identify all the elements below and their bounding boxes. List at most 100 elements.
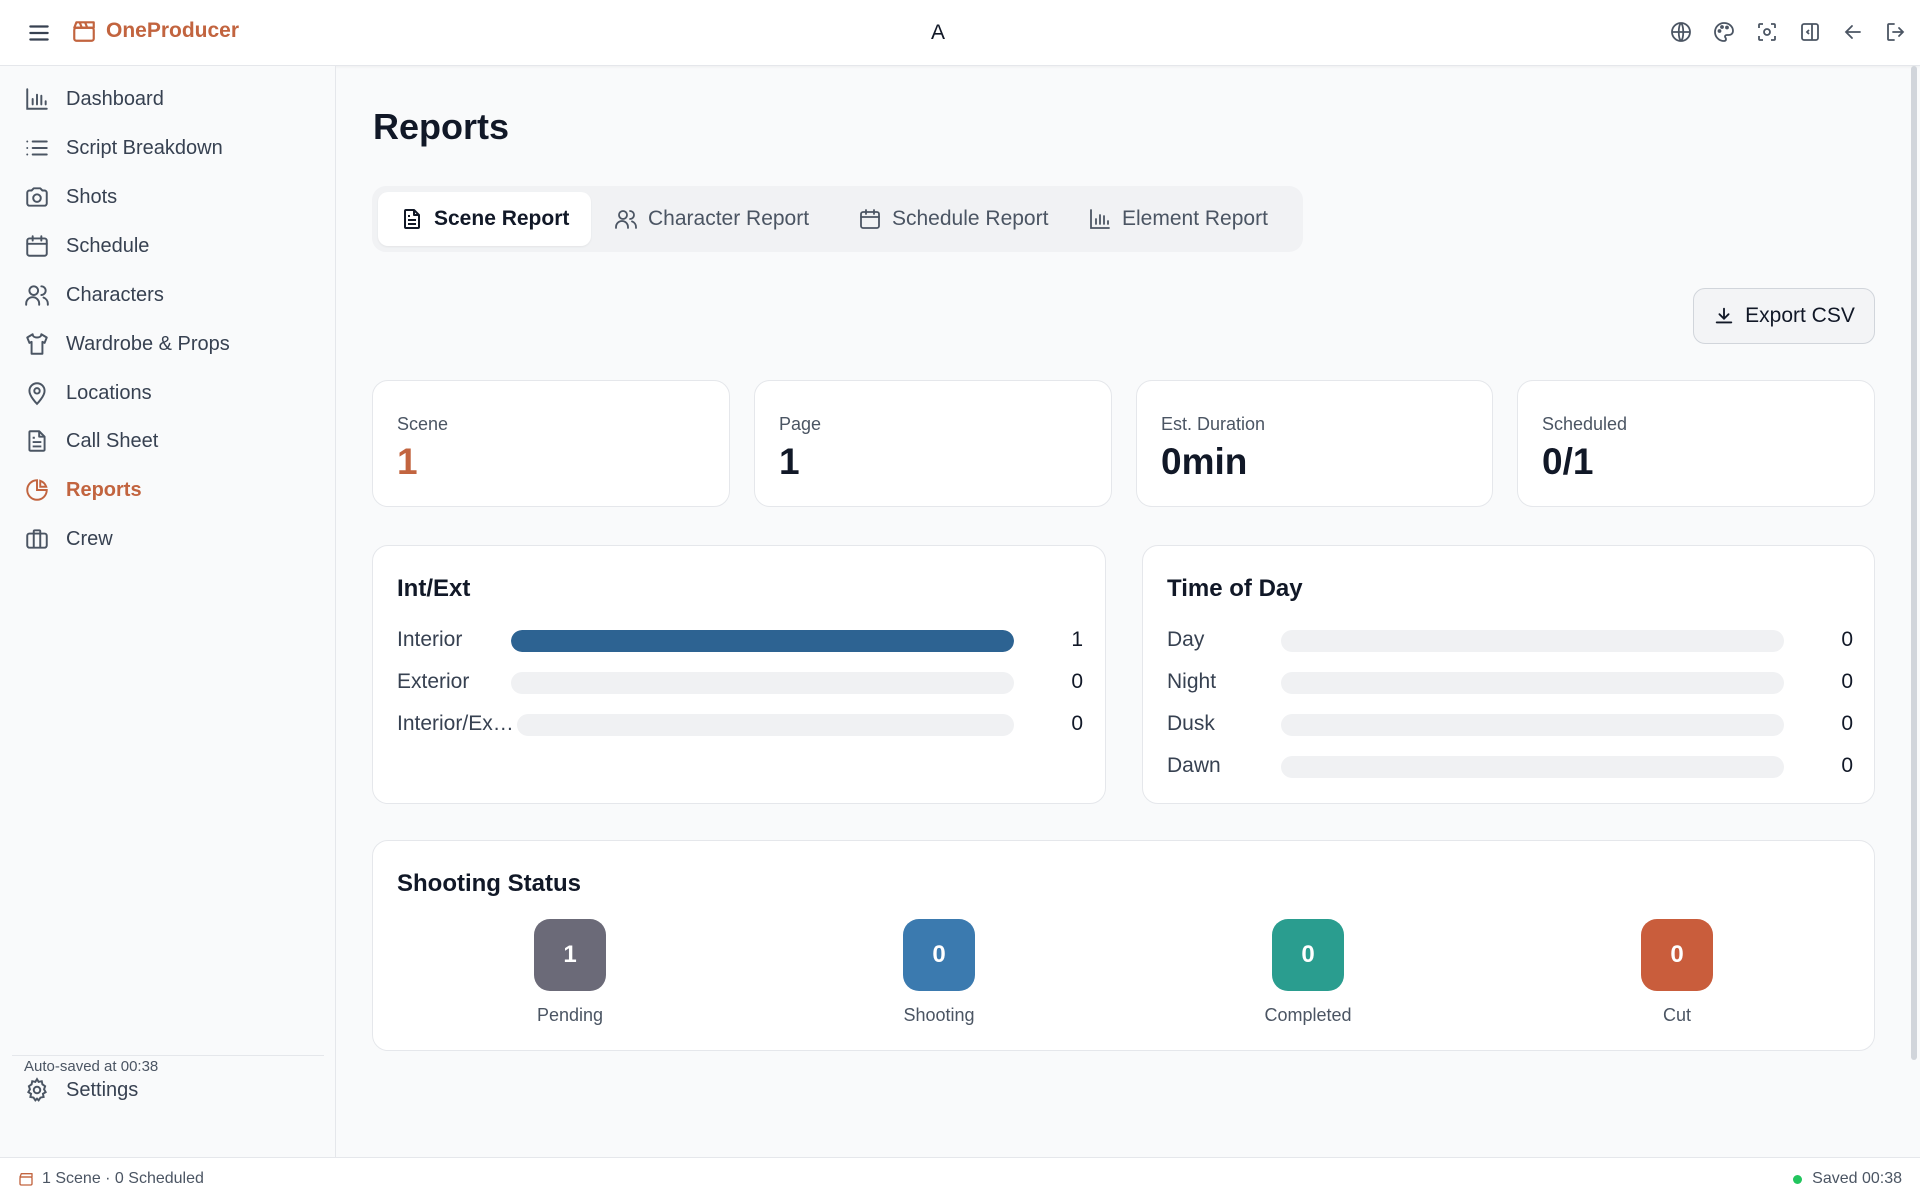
top-header: OneProducer A bbox=[0, 0, 1920, 66]
stat-label: Est. Duration bbox=[1161, 414, 1266, 434]
bar-count: 0 bbox=[1841, 628, 1853, 651]
bar-fill bbox=[511, 630, 1014, 652]
sidebar-item-script-breakdown[interactable]: Script Breakdown bbox=[24, 130, 320, 166]
tab-character-report[interactable]: Character Report bbox=[592, 192, 831, 246]
tab-label: Character Report bbox=[648, 207, 810, 230]
status-badge: 0 bbox=[1272, 919, 1344, 991]
map-pin-icon bbox=[24, 380, 50, 406]
bar-label: Exterior bbox=[397, 670, 470, 693]
time-of-day-row: Night 0 bbox=[1167, 668, 1853, 698]
footer-save-status: Saved 00:38 bbox=[1793, 1170, 1902, 1188]
clapperboard-icon bbox=[71, 18, 97, 44]
sidebar-item-label: Shots bbox=[66, 185, 118, 208]
sidebar-item-label: Reports bbox=[66, 478, 142, 501]
sidebar-item-schedule[interactable]: Schedule bbox=[24, 228, 320, 264]
sidebar-item-reports[interactable]: Reports bbox=[24, 472, 320, 508]
brand[interactable]: OneProducer bbox=[71, 18, 239, 44]
stat-card-scheduled: Scheduled 0/1 bbox=[1517, 380, 1875, 507]
stat-card-scene: Scene 1 bbox=[372, 380, 730, 507]
palette-icon[interactable] bbox=[1710, 18, 1738, 46]
focus-icon[interactable] bbox=[1753, 18, 1781, 46]
sidebar-divider bbox=[12, 1055, 324, 1056]
main-scrollbar[interactable] bbox=[1911, 66, 1917, 1060]
sidebar-item-label: Dashboard bbox=[66, 87, 164, 110]
sidebar-item-call-sheet[interactable]: Call Sheet bbox=[24, 423, 320, 459]
bar-label: Interior bbox=[397, 628, 463, 651]
logout-icon[interactable] bbox=[1882, 18, 1910, 46]
stat-card-page: Page 1 bbox=[754, 380, 1112, 507]
int-ext-row: Interior 1 bbox=[397, 626, 1083, 656]
calendar-icon bbox=[858, 207, 882, 231]
sidebar-item-label: Characters bbox=[66, 283, 164, 306]
document-icon bbox=[24, 428, 50, 454]
status-bar: 1 Scene · 0 Scheduled Saved 00:38 bbox=[0, 1157, 1920, 1200]
sidebar-item-label: Locations bbox=[66, 381, 152, 404]
time-of-day-card: Time of Day Day 0 Night 0 Dusk 0 Dawn 0 bbox=[1142, 545, 1875, 804]
shirt-icon bbox=[24, 331, 50, 357]
bar-count: 1 bbox=[1071, 628, 1083, 651]
tab-schedule-report[interactable]: Schedule Report bbox=[836, 192, 1070, 246]
sidebar-item-crew[interactable]: Crew bbox=[24, 521, 320, 557]
bar-track bbox=[511, 630, 1014, 652]
bar-label: Dusk bbox=[1167, 712, 1215, 735]
sidebar-item-locations[interactable]: Locations bbox=[24, 375, 320, 411]
stat-value: 1 bbox=[397, 441, 418, 482]
int-ext-card: Int/Ext Interior 1 Exterior 0 Interior/E… bbox=[372, 545, 1106, 804]
status-shooting: 0 Shooting bbox=[879, 919, 999, 1026]
time-of-day-row: Dawn 0 bbox=[1167, 752, 1853, 782]
hamburger-menu-icon[interactable] bbox=[26, 20, 52, 46]
bar-count: 0 bbox=[1071, 712, 1083, 735]
back-arrow-icon[interactable] bbox=[1839, 18, 1867, 46]
status-completed: 0 Completed bbox=[1248, 919, 1368, 1026]
tab-label: Scene Report bbox=[434, 207, 570, 230]
time-of-day-row: Day 0 bbox=[1167, 626, 1853, 656]
tab-label: Element Report bbox=[1122, 207, 1268, 230]
status-badge: 1 bbox=[534, 919, 606, 991]
sidebar-item-label: Script Breakdown bbox=[66, 136, 223, 159]
bar-chart-icon bbox=[1088, 207, 1112, 231]
pie-chart-icon bbox=[24, 477, 50, 503]
header-toolbar bbox=[1667, 18, 1910, 46]
bar-track bbox=[1281, 714, 1784, 736]
bar-label: Dawn bbox=[1167, 754, 1221, 777]
bar-track bbox=[1281, 756, 1784, 778]
calendar-icon bbox=[24, 233, 50, 259]
globe-icon[interactable] bbox=[1667, 18, 1695, 46]
bar-label: Interior/Exterior bbox=[397, 712, 515, 735]
status-label: Shooting bbox=[903, 1005, 975, 1025]
status-pending: 1 Pending bbox=[510, 919, 630, 1026]
sidebar-item-dashboard[interactable]: Dashboard bbox=[24, 81, 320, 117]
status-label: Pending bbox=[536, 1005, 604, 1025]
sidebar-item-label: Crew bbox=[66, 527, 113, 550]
sidebar-item-label: Call Sheet bbox=[66, 429, 159, 452]
time-of-day-row: Dusk 0 bbox=[1167, 710, 1853, 740]
export-csv-button[interactable]: Export CSV bbox=[1693, 288, 1875, 344]
stat-label: Scene bbox=[397, 414, 449, 434]
list-icon bbox=[24, 135, 50, 161]
bar-track bbox=[1281, 672, 1784, 694]
document-icon bbox=[400, 207, 424, 231]
status-badge: 0 bbox=[903, 919, 975, 991]
stat-value: 1 bbox=[779, 441, 800, 482]
tab-scene-report[interactable]: Scene Report bbox=[378, 192, 592, 246]
bar-track bbox=[517, 714, 1014, 736]
status-label: Completed bbox=[1264, 1005, 1352, 1025]
panel-collapse-icon[interactable] bbox=[1796, 18, 1824, 46]
stat-value: 0/1 bbox=[1542, 441, 1594, 482]
sidebar-item-label: Settings bbox=[66, 1078, 139, 1101]
sidebar-item-settings[interactable]: Settings bbox=[24, 1072, 320, 1108]
sidebar-item-shots[interactable]: Shots bbox=[24, 179, 320, 215]
tab-element-report[interactable]: Element Report bbox=[1066, 192, 1290, 246]
footer-summary-text: 1 Scene · 0 Scheduled bbox=[42, 1170, 204, 1187]
bar-count: 0 bbox=[1841, 754, 1853, 777]
users-icon bbox=[614, 207, 638, 231]
sidebar-item-wardrobe-props[interactable]: Wardrobe & Props bbox=[24, 326, 320, 362]
sidebar-item-characters[interactable]: Characters bbox=[24, 277, 320, 313]
status-label: Cut bbox=[1662, 1005, 1691, 1025]
stat-label: Page bbox=[779, 414, 822, 434]
report-tabs: Scene Report Character Report Schedule R… bbox=[372, 186, 1303, 252]
footer-summary: 1 Scene · 0 Scheduled bbox=[18, 1170, 204, 1188]
camera-icon bbox=[24, 184, 50, 210]
download-icon bbox=[1713, 305, 1735, 327]
card-title: Int/Ext bbox=[397, 575, 471, 602]
